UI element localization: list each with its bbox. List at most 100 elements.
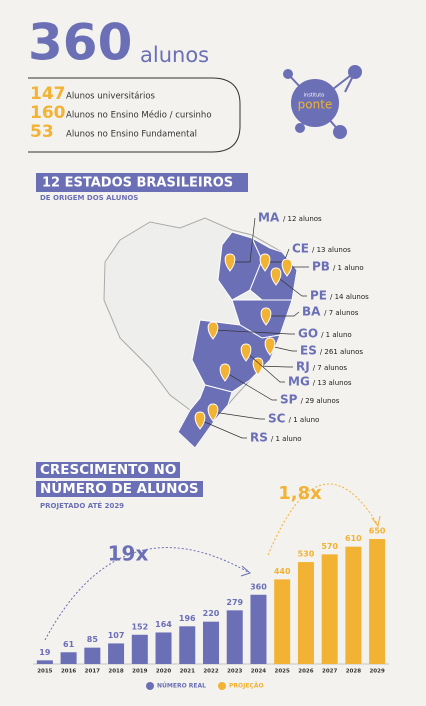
x-tick-label: 2016 [61,669,76,675]
arrow-head [371,515,381,528]
x-tick-label: 2024 [251,669,266,675]
value-label: 85 [87,635,99,644]
value-label: 570 [321,542,338,551]
legend-label: PROJEÇÃO [229,683,264,690]
bar [84,647,101,664]
logo [283,65,362,139]
bar [250,594,267,664]
x-tick-label: 2015 [37,669,52,675]
bar [321,554,338,664]
breakdown-value: 147 [30,84,66,104]
leader-line [212,411,265,420]
arrow-head [240,565,251,577]
legend-label: NÚMERO REAL [157,683,206,690]
value-label: 650 [369,527,386,536]
bar [36,660,53,664]
bar [60,652,77,664]
bar [226,610,243,664]
pin [252,357,264,376]
value-label: 610 [345,534,362,543]
state-count: / 1 aluno [271,435,302,443]
x-tick-label: 2022 [203,669,218,675]
value-label: 152 [131,622,148,631]
x-tick-label: 2020 [156,669,171,675]
state-code: ES [300,344,317,358]
leader-line [230,217,256,263]
chart-title: CRESCIMENTO NO NÚMERO DE ALUNOS [36,461,226,499]
x-tick-label: 2017 [85,669,100,675]
pin [281,258,293,277]
map-title-bg [36,173,248,192]
state-count: / 13 alunos [312,246,351,254]
state-count: / 12 alunos [283,215,322,223]
logo-small: instituto [304,93,325,99]
state-code: MA [258,211,280,225]
leader-line [224,371,277,401]
state-code: SP [280,393,298,407]
pin [270,267,282,286]
leader-line [266,311,300,317]
x-tick-label: 2021 [180,669,195,675]
breakdown-label: Alunos no Ensino Médio / cursinho [66,110,212,121]
breakdown-label: Alunos no Ensino Fundamental [66,130,197,140]
box-outline [28,77,241,153]
bar [274,579,291,664]
bar [108,643,125,664]
x-tick-label: 2018 [108,669,123,675]
logo-name: ponte [298,98,333,112]
chart-title-text: CRESCIMENTO NO NÚMERO DE ALUNOS [36,462,203,497]
bar [369,539,386,664]
pin [264,337,276,356]
x-tick-label: 2029 [369,669,384,675]
growth-arc [267,483,379,556]
map-title: 12 ESTADOS BRASILEIROS [42,176,233,191]
bar [179,626,196,664]
x-tick-label: 2027 [322,669,337,675]
state-code: SC [268,412,286,426]
pin [219,363,231,382]
state-code: PE [310,289,327,303]
state-count: / 1 aluno [333,264,364,272]
annotation: 19x [108,542,149,566]
state-count: / 1 aluno [321,331,352,339]
pin [260,307,272,326]
annotation: 1,8x [278,483,322,504]
value-label: 279 [226,598,243,607]
x-tick-label: 2023 [227,669,242,675]
value-label: 196 [179,614,196,623]
x-tick-label: 2026 [298,669,313,675]
state-count: / 1 aluno [289,416,320,424]
state-count: / 7 alunos [313,364,348,372]
value-label: 360 [250,582,267,591]
value-label: 19 [39,648,51,657]
map-subtitle: DE ORIGEM DOS ALUNOS [40,194,138,202]
value-label: 164 [155,620,172,629]
value-label: 440 [274,567,291,576]
pin [207,321,219,340]
x-tick-label: 2025 [275,669,290,675]
state-count: / 14 alunos [330,293,369,301]
total-number: 360 [28,14,132,72]
bar [155,632,172,664]
x-tick-label: 2028 [346,669,361,675]
bar [131,634,148,664]
bar [345,546,362,664]
value-label: 220 [203,609,220,618]
state-code: GO [298,327,318,341]
leader-line [257,365,293,368]
bar-chart: 2015 19 2016 61 2017 85 2018 107 2019 152 2020 164 2… [33,527,389,690]
pin [224,253,236,272]
pin [194,411,206,430]
x-tick-label: 2019 [132,669,147,675]
growth-arc [44,547,249,641]
leader-line [199,419,247,439]
state-code: RS [250,431,268,445]
state-count: / 13 alunos [313,379,352,387]
leader-line [245,351,285,383]
total-unit: alunos [140,43,209,67]
state-count: / 261 alunos [320,348,364,356]
pin [240,343,252,362]
state-count: / 29 alunos [301,397,340,405]
